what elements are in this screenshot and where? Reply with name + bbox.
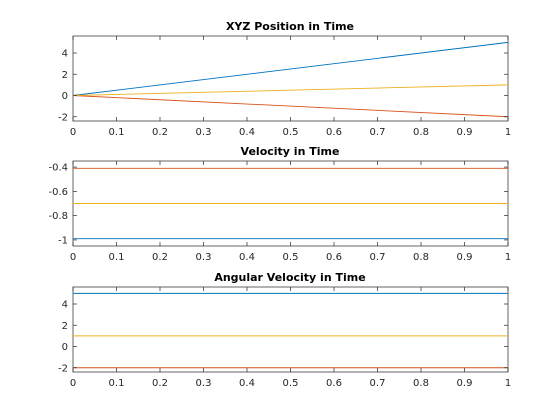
y-tick-label: 2 bbox=[62, 321, 68, 332]
plot-area bbox=[72, 286, 509, 373]
y-tick-label: -2 bbox=[58, 112, 68, 123]
x-tick-label: 0.8 bbox=[413, 127, 429, 138]
subplot-position: XYZ Position in Time 0 0.1 0.2 0.3 0.4 0.5 0.6… bbox=[58, 20, 511, 138]
x-tick-label: 0.1 bbox=[109, 378, 125, 389]
x-tick-label: 0.3 bbox=[196, 127, 212, 138]
y-tick-label: 2 bbox=[62, 70, 68, 81]
x-tick-label: 0.7 bbox=[370, 378, 386, 389]
x-tick-label: 0 bbox=[70, 378, 76, 389]
y-tick-label: -0.6 bbox=[48, 187, 68, 198]
x-tick-label: 0.4 bbox=[239, 378, 255, 389]
chart-title: XYZ Position in Time bbox=[226, 20, 354, 33]
y-tick-label: -0.4 bbox=[48, 163, 68, 174]
chart-title: Velocity in Time bbox=[241, 145, 340, 158]
x-tick-label: 0.5 bbox=[283, 378, 299, 389]
x-tick-label: 1 bbox=[505, 127, 511, 138]
x-tick-label: 0 bbox=[70, 127, 76, 138]
y-tick-label: -1 bbox=[58, 235, 68, 246]
x-tick-label: 0.4 bbox=[239, 127, 255, 138]
x-tick-label: 0.7 bbox=[370, 252, 386, 263]
x-tick-label: 0.6 bbox=[326, 378, 342, 389]
x-tick-label: 0.3 bbox=[196, 378, 212, 389]
series-line bbox=[72, 95, 509, 118]
x-tick-label: 0.2 bbox=[152, 378, 168, 389]
x-tick-label: 0.9 bbox=[457, 252, 473, 263]
x-tick-label: 1 bbox=[505, 252, 511, 263]
y-tick-label: -2 bbox=[58, 363, 68, 374]
x-tick-label: 0.8 bbox=[413, 252, 429, 263]
x-tick-label: 0.5 bbox=[283, 252, 299, 263]
subplot-angular-velocity: Angular Velocity in Time 0 0.1 0.2 0.3 0.4 0.… bbox=[58, 271, 511, 389]
x-tick-label: 0.6 bbox=[326, 127, 342, 138]
y-tick-label: 4 bbox=[62, 49, 68, 60]
series-line bbox=[72, 84, 509, 96]
x-tick-label: 0.4 bbox=[239, 252, 255, 263]
x-tick-label: 0.6 bbox=[326, 252, 342, 263]
subplot-velocity: Velocity in Time 0 0.1 0.2 0.3 0.4 0.5 0.6 0.7 0… bbox=[48, 145, 511, 263]
plot-area bbox=[72, 35, 509, 122]
x-tick-label: 0.3 bbox=[196, 252, 212, 263]
x-tick-label: 0.2 bbox=[152, 127, 168, 138]
x-tick-label: 0.1 bbox=[109, 127, 125, 138]
x-tick-label: 0.9 bbox=[457, 127, 473, 138]
y-tick-label: 4 bbox=[62, 300, 68, 311]
x-tick-label: 0 bbox=[70, 252, 76, 263]
x-tick-label: 0.8 bbox=[413, 378, 429, 389]
x-tick-label: 0.9 bbox=[457, 378, 473, 389]
y-tick-label: 0 bbox=[62, 91, 68, 102]
chart-title: Angular Velocity in Time bbox=[214, 271, 365, 284]
x-tick-label: 0.5 bbox=[283, 127, 299, 138]
x-tick-label: 1 bbox=[505, 378, 511, 389]
series-line bbox=[72, 41, 509, 96]
y-tick-label: -0.8 bbox=[48, 211, 68, 222]
x-tick-label: 0.1 bbox=[109, 252, 125, 263]
x-tick-label: 0.2 bbox=[152, 252, 168, 263]
x-tick-label: 0.7 bbox=[370, 127, 386, 138]
y-tick-label: 0 bbox=[62, 342, 68, 353]
